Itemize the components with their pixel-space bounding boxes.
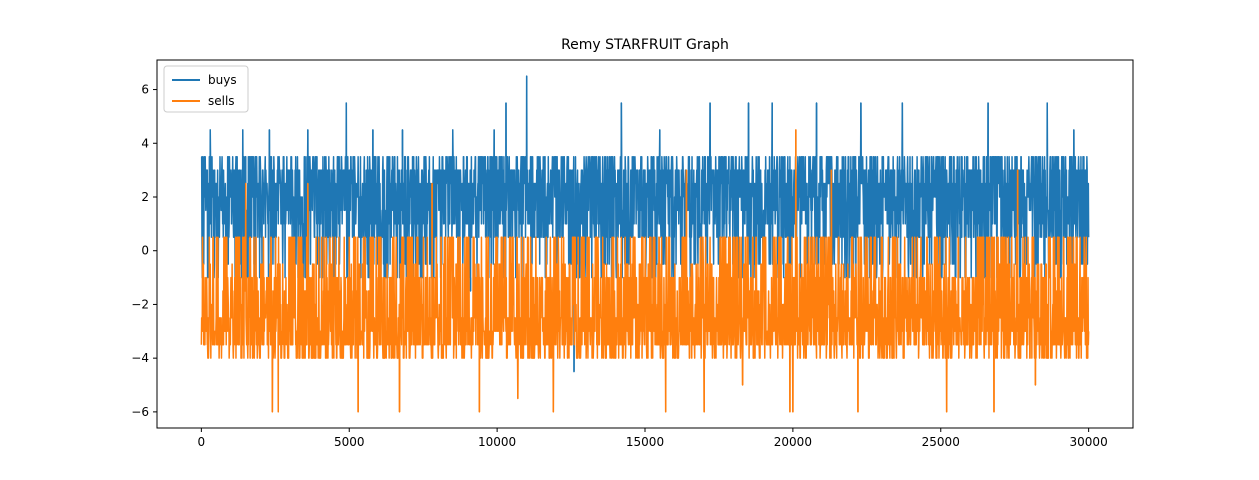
y-tick-label: 0 bbox=[141, 244, 149, 258]
y-tick-label: 6 bbox=[141, 83, 149, 97]
x-tick-label: 5000 bbox=[334, 435, 365, 449]
x-axis: 0 5000 10000 15000 20000 25000 30000 bbox=[198, 428, 1108, 449]
y-tick-label: 4 bbox=[141, 136, 149, 150]
chart-title: Remy STARFRUIT Graph bbox=[561, 37, 729, 53]
legend-label-buys: buys bbox=[208, 73, 237, 87]
series-line-sells bbox=[200, 129, 1090, 413]
y-axis: −6 −4 −2 0 2 4 6 bbox=[131, 83, 157, 419]
y-tick-label: 2 bbox=[141, 190, 149, 204]
y-tick-label: −6 bbox=[131, 405, 149, 419]
legend-label-sells: sells bbox=[208, 94, 235, 108]
y-tick-label: −2 bbox=[131, 297, 149, 311]
x-tick-label: 10000 bbox=[478, 435, 516, 449]
x-tick-label: 25000 bbox=[922, 435, 960, 449]
y-tick-label: −4 bbox=[131, 351, 149, 365]
x-tick-label: 15000 bbox=[626, 435, 664, 449]
x-tick-label: 20000 bbox=[774, 435, 812, 449]
x-tick-label: 30000 bbox=[1070, 435, 1108, 449]
x-tick-label: 0 bbox=[198, 435, 206, 449]
legend: buys sells bbox=[163, 65, 249, 113]
